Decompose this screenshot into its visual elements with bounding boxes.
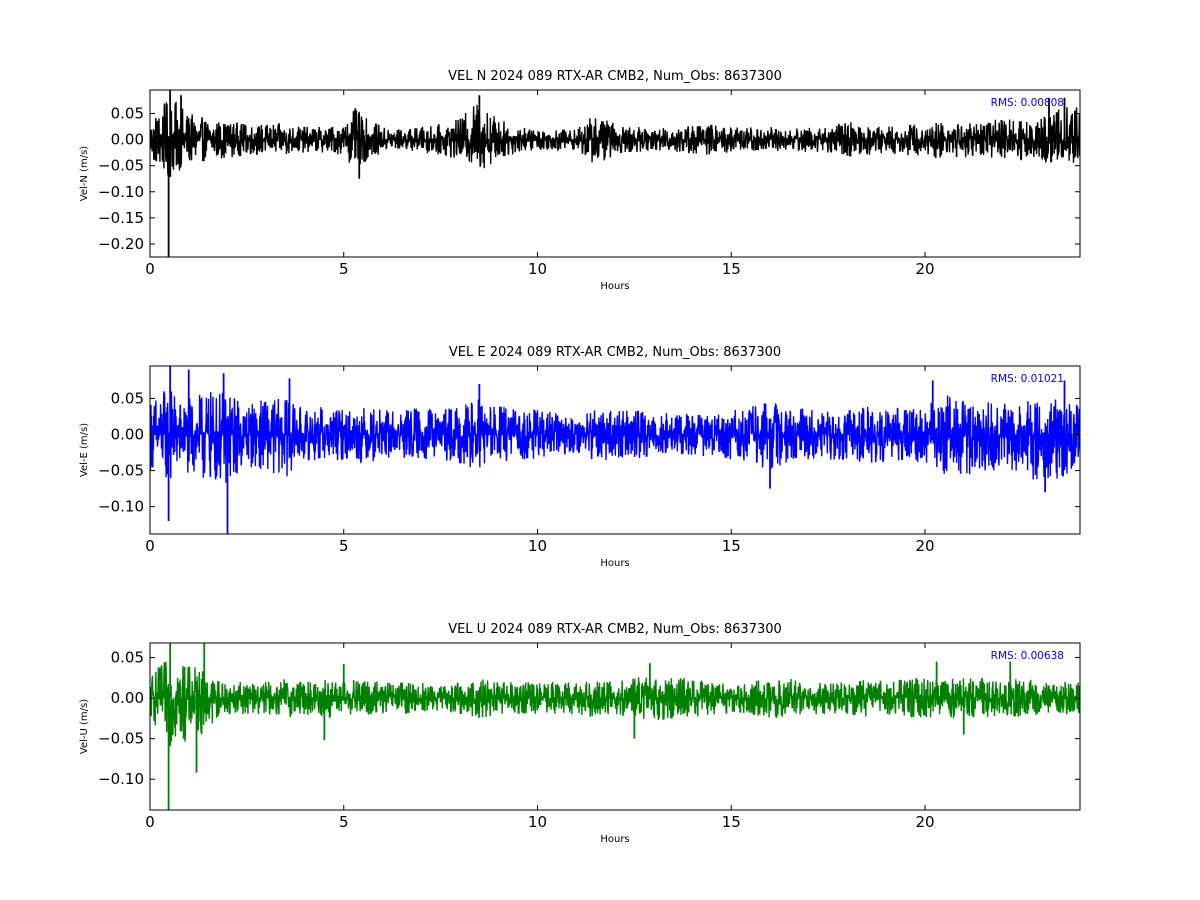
y-axis-label: Vel-N (m/s) [79,146,90,201]
x-tick-label: 10 [528,537,547,555]
x-tick-label: 5 [339,537,349,555]
y-tick-label: −0.15 [98,209,144,227]
y-tick-label: 0.00 [111,131,144,149]
rms-annotation: RMS: 0.00808 [991,97,1064,109]
y-tick-label: −0.10 [98,498,144,516]
chart-title: VEL N 2024 089 RTX-AR CMB2, Num_Obs: 863… [448,69,782,84]
y-tick-label: 0.00 [111,689,144,707]
x-tick-label: 20 [915,813,934,831]
rms-annotation: RMS: 0.00638 [991,650,1064,662]
y-tick-label: −0.10 [98,183,144,201]
axes-frame [149,642,1081,811]
x-tick-label: 0 [145,260,155,278]
panel-3: 0 5 10 15 20 0.05 0.00 −0.05 −0.10 VEL U 2024 089… [79,622,1081,845]
panel-2: 0 5 10 15 20 0.05 0.00 −0.05 −0.10 VEL E 2024 089… [79,345,1081,569]
x-tick-label: 0 [145,537,155,555]
x-axis-label: Hours [600,834,629,845]
x-tick-label: 5 [339,813,349,831]
y-tick-label: −0.05 [98,157,144,175]
y-axis-label: Vel-U (m/s) [79,699,90,754]
rms-annotation: RMS: 0.01021 [991,373,1064,385]
chart-title: VEL E 2024 089 RTX-AR CMB2, Num_Obs: 863… [449,345,781,360]
y-tick-label: −0.05 [98,730,144,748]
x-axis-label: Hours [600,281,629,292]
x-tick-label: 10 [528,260,547,278]
series-trace [150,391,1080,483]
x-axis-label: Hours [600,558,629,569]
y-tick-label: −0.20 [98,235,144,253]
y-tick-label: 0.05 [111,649,144,667]
series-trace [150,661,1080,747]
panel-1: 0 5 10 15 20 0.05 0.00 −0.05 −0.10 −0.15 −0.20 VEL … [79,69,1081,292]
x-tick-label: 15 [722,260,741,278]
chart-title: VEL U 2024 089 RTX-AR CMB2, Num_Obs: 863… [448,622,782,637]
y-tick-label: −0.05 [98,462,144,480]
x-tick-label: 5 [339,260,349,278]
y-tick-label: 0.00 [111,425,144,443]
x-tick-label: 20 [915,537,934,555]
x-tick-label: 10 [528,813,547,831]
axes-frame [149,89,1081,258]
x-tick-label: 0 [145,813,155,831]
axes-frame [149,365,1081,535]
y-tick-label: 0.05 [111,104,144,122]
x-tick-label: 15 [722,813,741,831]
y-axis-label: Vel-E (m/s) [79,423,90,477]
x-tick-label: 20 [915,260,934,278]
y-tick-label: 0.05 [111,389,144,407]
series-trace [150,101,1080,178]
x-tick-label: 15 [722,537,741,555]
y-tick-label: −0.10 [98,770,144,788]
